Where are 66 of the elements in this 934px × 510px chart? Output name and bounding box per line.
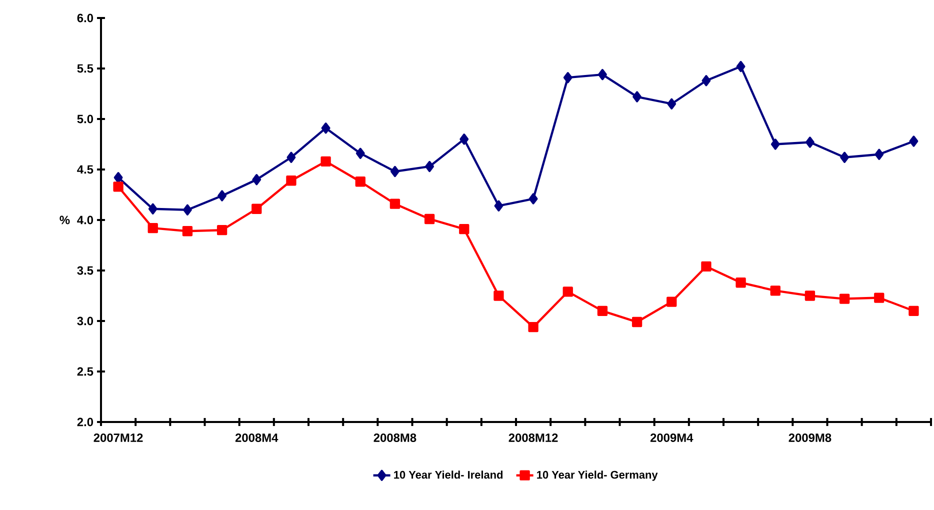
point (770, 138, 780, 150)
legend-label: 10 Year Yield- Germany (537, 470, 658, 481)
point (182, 226, 193, 236)
point (321, 122, 330, 134)
point (666, 296, 677, 307)
x-tick-label: 2008M4 (235, 433, 278, 442)
x-tick-label: 2008M8 (374, 433, 416, 442)
point (114, 172, 123, 184)
y-tick-label: 3.0 (77, 316, 94, 326)
point (424, 214, 435, 224)
point (908, 306, 919, 316)
point (183, 204, 192, 216)
x-tick-label: 2009M8 (788, 433, 832, 442)
point (459, 224, 470, 234)
point (356, 148, 365, 159)
y-tick-label: 3.5 (77, 266, 94, 275)
y-tick-label: 4.5 (77, 165, 94, 174)
point (390, 198, 400, 209)
point (804, 290, 816, 301)
point (667, 98, 676, 110)
point (148, 223, 158, 234)
point (770, 286, 780, 296)
y-axis-title: % (60, 216, 70, 224)
point (598, 68, 607, 80)
y-tick-label: 5.0 (77, 114, 94, 124)
point (218, 190, 226, 202)
point (874, 292, 884, 303)
point (528, 322, 538, 332)
point (702, 75, 711, 86)
point (563, 72, 572, 84)
point (909, 136, 918, 147)
point (320, 156, 331, 166)
point (148, 203, 158, 214)
y-tick-label: 5.5 (77, 64, 94, 73)
point (494, 200, 504, 212)
point (597, 306, 608, 316)
point (286, 176, 296, 186)
point (874, 148, 884, 160)
y-tick-label: 6.0 (77, 14, 94, 22)
y-tick-label: 2.0 (77, 418, 94, 426)
x-tick-label: 2008M12 (508, 433, 558, 442)
point (460, 134, 469, 145)
point (528, 193, 538, 204)
point (355, 176, 366, 187)
y-tick-label: 4.0 (77, 216, 94, 224)
point (736, 60, 746, 72)
point (562, 286, 573, 297)
point (632, 316, 642, 328)
point (839, 294, 850, 304)
point (216, 225, 228, 236)
x-tick-label: 2007M12 (94, 433, 143, 442)
point (494, 290, 504, 301)
point (840, 152, 850, 163)
legend-label: 10 Year Yield- Ireland (394, 470, 503, 479)
y-tick-label: 2.5 (77, 367, 94, 376)
point (425, 160, 434, 172)
point (701, 261, 712, 272)
point (113, 182, 124, 192)
point (252, 204, 262, 214)
x-tick-label: 2009M4 (650, 433, 694, 442)
point (806, 136, 814, 148)
point (736, 278, 746, 288)
point (252, 174, 262, 186)
point (632, 91, 642, 102)
point (286, 152, 296, 163)
point (390, 166, 400, 178)
